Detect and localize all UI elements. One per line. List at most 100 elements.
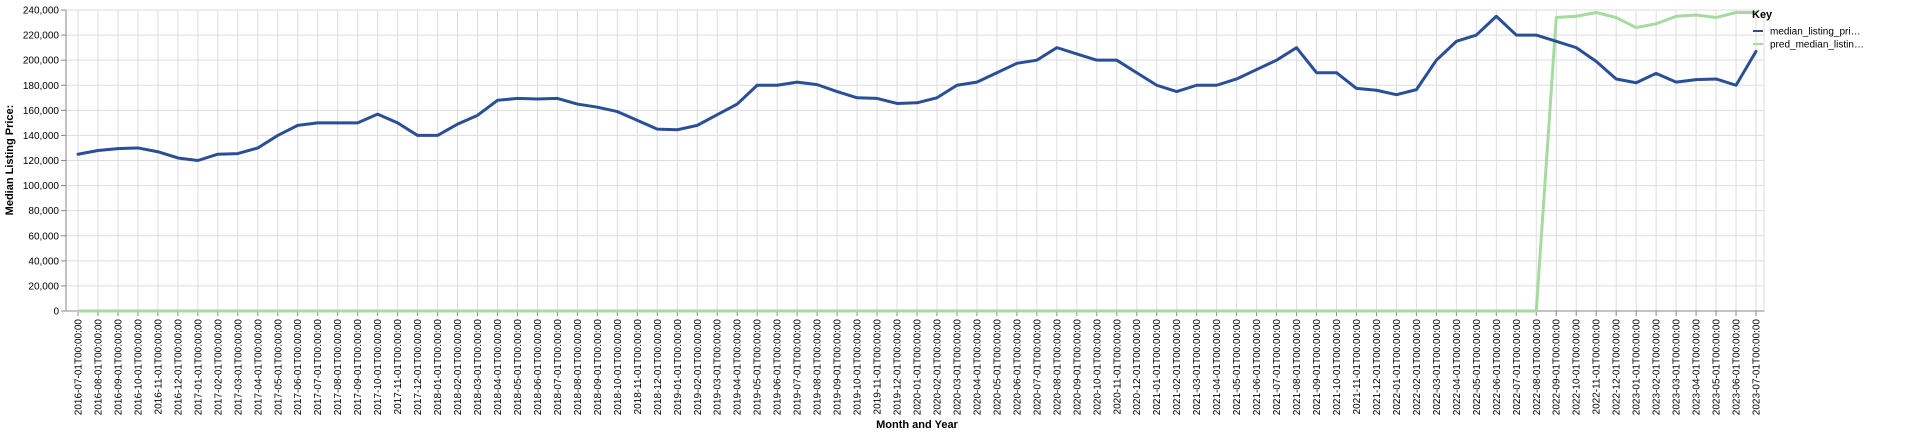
x-tick-label: 2018-03-01T00:00:00 [473, 319, 484, 416]
x-tick-label: 2017-03-01T00:00:00 [233, 319, 244, 416]
x-tick-label: 2018-11-01T00:00:00 [633, 319, 644, 415]
y-tick-label: 100,000 [23, 181, 60, 192]
x-tick-label: 2017-07-01T00:00:00 [313, 319, 324, 416]
x-tick-label: 2020-06-01T00:00:00 [1012, 319, 1023, 416]
x-tick-label: 2022-08-01T00:00:00 [1532, 319, 1543, 416]
legend-label: pred_median_listin… [1770, 40, 1864, 51]
x-tick-label: 2019-05-01T00:00:00 [753, 319, 764, 416]
y-axis-title: Median Listing Price: [4, 105, 16, 216]
x-tick-label: 2019-07-01T00:00:00 [793, 319, 804, 416]
legend-items: median_listing_pri… pred_median_listin… [1753, 27, 1864, 51]
x-tick-label: 2016-09-01T00:00:00 [113, 319, 124, 416]
x-tick-label: 2017-04-01T00:00:00 [253, 319, 264, 416]
x-tick-label: 2022-11-01T00:00:00 [1592, 319, 1603, 415]
x-tick-label: 2022-10-01T00:00:00 [1572, 319, 1583, 416]
x-tick-label: 2016-12-01T00:00:00 [173, 319, 184, 416]
y-tick-label: 220,000 [23, 31, 60, 42]
x-tick-label: 2017-09-01T00:00:00 [353, 319, 364, 416]
x-tick-label: 2021-03-01T00:00:00 [1192, 319, 1203, 416]
x-tick-label: 2020-11-01T00:00:00 [1112, 319, 1123, 415]
x-tick-label: 2021-05-01T00:00:00 [1232, 319, 1243, 416]
x-tick-label: 2020-07-01T00:00:00 [1032, 319, 1043, 416]
legend: Key median_listing_pri… pred_median_listi… [1752, 9, 1864, 51]
y-tick-label: 20,000 [28, 281, 59, 292]
x-tick-label: 2022-07-01T00:00:00 [1512, 319, 1523, 416]
x-tick-label: 2019-01-01T00:00:00 [673, 319, 684, 416]
x-tick-label: 2021-04-01T00:00:00 [1212, 319, 1223, 416]
y-tick-label: 80,000 [28, 206, 59, 217]
x-tick-label: 2020-03-01T00:00:00 [952, 319, 963, 416]
x-tick-label: 2020-12-01T00:00:00 [1132, 319, 1143, 416]
x-tick-label: 2023-01-01T00:00:00 [1632, 319, 1643, 416]
x-tick-label: 2020-10-01T00:00:00 [1092, 319, 1103, 416]
y-tick-label: 0 [53, 307, 59, 318]
y-tick-label: 240,000 [23, 6, 60, 17]
series-line-median-listing-pri [76, 14, 1758, 162]
x-tick-label: 2019-03-01T00:00:00 [713, 319, 724, 416]
x-tick-label: 2020-04-01T00:00:00 [972, 319, 983, 416]
series-lines [76, 11, 1758, 313]
x-tick-labels: 2016-07-01T00:00:00 2016-08-01T00:00:00 20… [73, 319, 1762, 416]
x-tick-label: 2019-11-01T00:00:00 [873, 319, 884, 415]
x-tick-label: 2019-02-01T00:00:00 [693, 319, 704, 416]
x-tick-label: 2023-02-01T00:00:00 [1652, 319, 1663, 416]
x-tick-label: 2022-09-01T00:00:00 [1552, 319, 1563, 416]
x-tick-label: 2018-01-01T00:00:00 [433, 319, 444, 416]
x-axis-title: Month and Year [876, 419, 958, 431]
x-tick-label: 2021-12-01T00:00:00 [1372, 319, 1383, 416]
x-tick-label: 2017-01-01T00:00:00 [193, 319, 204, 416]
x-tick-label: 2022-03-01T00:00:00 [1432, 319, 1443, 416]
x-tick-label: 2017-12-01T00:00:00 [413, 319, 424, 416]
x-tick-label: 2017-08-01T00:00:00 [333, 319, 344, 416]
x-tick-label: 2019-06-01T00:00:00 [773, 319, 784, 416]
x-tick-label: 2019-08-01T00:00:00 [813, 319, 824, 416]
x-tick-label: 2018-07-01T00:00:00 [553, 319, 564, 416]
y-tick-label: 140,000 [23, 131, 60, 142]
legend-title: Key [1752, 9, 1773, 21]
x-tick-label: 2020-05-01T00:00:00 [992, 319, 1003, 416]
x-tick-label: 2021-01-01T00:00:00 [1152, 319, 1163, 416]
x-tick-label: 2021-11-01T00:00:00 [1352, 319, 1363, 415]
y-tick-label: 160,000 [23, 106, 60, 117]
x-tick-label: 2019-12-01T00:00:00 [893, 319, 904, 416]
x-tick-label: 2018-04-01T00:00:00 [493, 319, 504, 416]
x-tick-label: 2021-06-01T00:00:00 [1252, 319, 1263, 416]
x-tick-label: 2023-04-01T00:00:00 [1692, 319, 1703, 416]
legend-label: median_listing_pri… [1770, 27, 1861, 38]
series-line-pred-median-listin [76, 11, 1758, 313]
x-tick-label: 2023-06-01T00:00:00 [1732, 319, 1743, 416]
x-tick-label: 2022-02-01T00:00:00 [1412, 319, 1423, 416]
x-tick-label: 2023-07-01T00:00:00 [1752, 319, 1763, 416]
x-tick-label: 2018-12-01T00:00:00 [653, 319, 664, 416]
x-tick-label: 2022-01-01T00:00:00 [1392, 319, 1403, 416]
gridlines [66, 9, 1764, 312]
x-tick-label: 2017-02-01T00:00:00 [213, 319, 224, 416]
x-tick-label: 2016-10-01T00:00:00 [133, 319, 144, 416]
axes [61, 9, 1765, 316]
y-tick-labels: 0 20,000 40,000 60,000 80,000 100,000 120,000 1… [23, 6, 60, 318]
x-tick-label: 2020-01-01T00:00:00 [913, 319, 924, 416]
x-tick-label: 2022-05-01T00:00:00 [1472, 319, 1483, 416]
x-tick-label: 2021-10-01T00:00:00 [1332, 319, 1343, 416]
x-tick-label: 2018-06-01T00:00:00 [533, 319, 544, 416]
x-tick-label: 2018-02-01T00:00:00 [453, 319, 464, 416]
y-tick-label: 200,000 [23, 56, 60, 67]
x-tick-label: 2019-09-01T00:00:00 [833, 319, 844, 416]
x-tick-label: 2021-09-01T00:00:00 [1312, 319, 1323, 416]
x-tick-label: 2017-11-01T00:00:00 [393, 319, 404, 415]
x-tick-label: 2019-04-01T00:00:00 [733, 319, 744, 416]
x-tick-label: 2017-10-01T00:00:00 [373, 319, 384, 416]
x-tick-label: 2022-04-01T00:00:00 [1452, 319, 1463, 416]
x-tick-label: 2018-08-01T00:00:00 [573, 319, 584, 416]
x-tick-label: 2021-07-01T00:00:00 [1272, 319, 1283, 416]
x-tick-label: 2017-06-01T00:00:00 [293, 319, 304, 416]
x-tick-label: 2022-06-01T00:00:00 [1492, 319, 1503, 416]
x-tick-label: 2016-11-01T00:00:00 [153, 319, 164, 415]
x-tick-label: 2020-08-01T00:00:00 [1052, 319, 1063, 416]
y-tick-label: 60,000 [28, 231, 59, 242]
x-tick-label: 2021-02-01T00:00:00 [1172, 319, 1183, 416]
x-tick-label: 2018-10-01T00:00:00 [613, 319, 624, 416]
x-tick-label: 2016-07-01T00:00:00 [73, 319, 84, 416]
x-tick-label: 2022-12-01T00:00:00 [1612, 319, 1623, 416]
